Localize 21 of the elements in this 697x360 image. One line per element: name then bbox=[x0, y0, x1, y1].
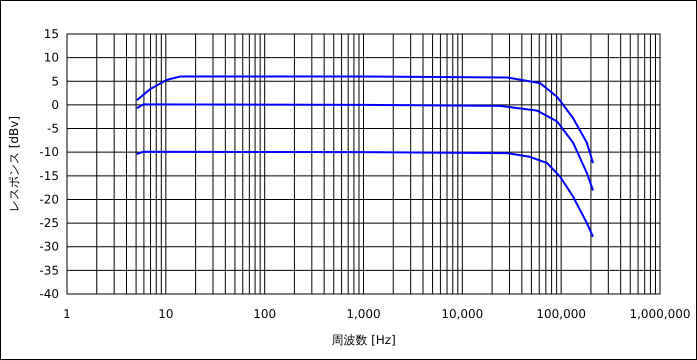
y-tick-label: -40 bbox=[39, 287, 59, 301]
x-axis-title: 周波数 [Hz] bbox=[331, 333, 396, 347]
x-tick-label: 1,000,000 bbox=[629, 307, 691, 321]
y-tick-label: -30 bbox=[39, 240, 59, 254]
y-tick-label: 15 bbox=[44, 27, 59, 41]
x-tick-label: 1 bbox=[63, 307, 71, 321]
y-axis-title: レスポンス [dBv] bbox=[7, 116, 21, 212]
x-tick-label: 100,000 bbox=[536, 307, 586, 321]
x-tick-label: 10 bbox=[158, 307, 174, 321]
y-tick-label: -35 bbox=[39, 263, 59, 278]
x-tick-label: 1,000 bbox=[346, 307, 381, 321]
y-tick-label: -5 bbox=[47, 122, 59, 136]
x-tick-label: 100 bbox=[253, 307, 276, 321]
y-tick-label: 0 bbox=[51, 98, 59, 112]
y-tick-label: -10 bbox=[39, 145, 59, 160]
y-tick-label: 10 bbox=[44, 50, 59, 65]
x-tick-label: 10,000 bbox=[441, 307, 484, 321]
y-tick-label: -20 bbox=[39, 192, 59, 206]
y-tick-label: -25 bbox=[39, 216, 59, 230]
y-tick-label: 5 bbox=[51, 74, 59, 88]
y-tick-label: -15 bbox=[39, 168, 59, 183]
